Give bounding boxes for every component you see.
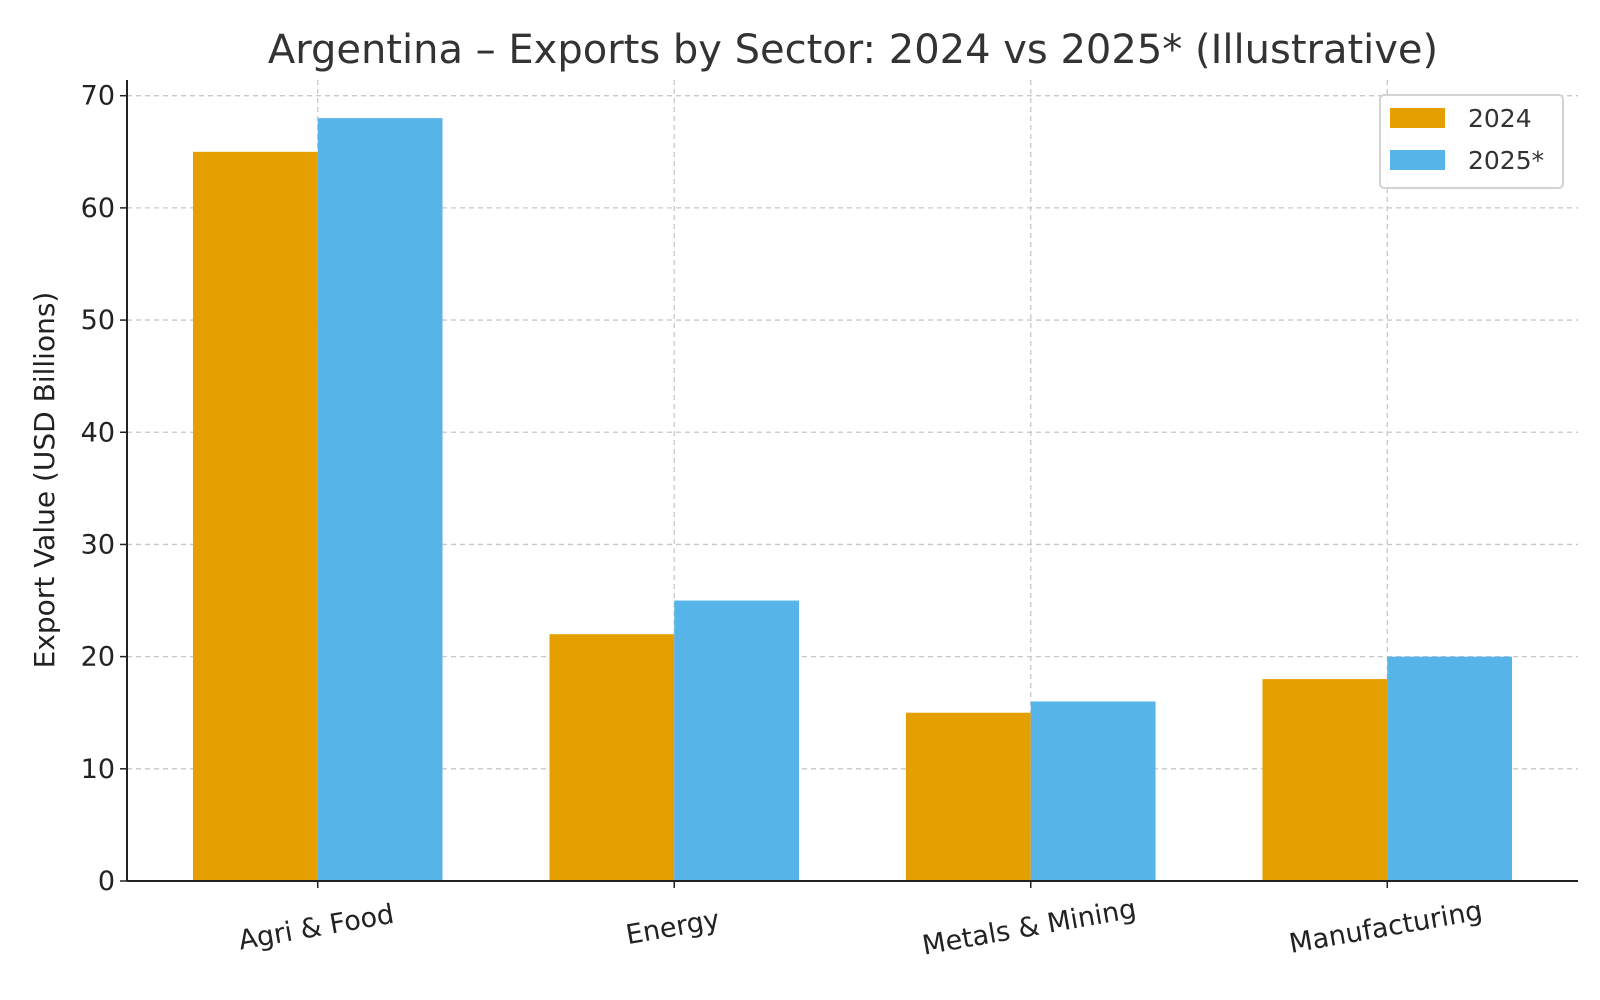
axes xyxy=(126,80,1578,882)
y-axis-label: Export Value (USD Billions) xyxy=(28,292,61,669)
y-tick-label: 30 xyxy=(81,529,115,560)
bar-2024-metals-mining xyxy=(905,712,1031,881)
bar-2025-manufacturing xyxy=(1387,656,1513,881)
y-tick-label: 40 xyxy=(81,417,115,448)
y-tick-label: 60 xyxy=(81,193,115,224)
x-tick-label: Energy xyxy=(624,904,722,951)
legend-swatch xyxy=(1390,108,1445,128)
x-ticks: Agri & Food Energy Metals & Mining Manufact… xyxy=(236,881,1485,962)
bar-2024-energy xyxy=(549,634,675,881)
x-tick-label: Metals & Mining xyxy=(920,894,1139,962)
y-tick-label: 10 xyxy=(81,754,115,785)
legend-label: 2024 xyxy=(1468,104,1532,133)
legend-label: 2025* xyxy=(1468,146,1544,175)
x-tick-label: Agri & Food xyxy=(236,899,396,957)
y-tick-label: 50 xyxy=(81,305,115,336)
y-tick-label: 20 xyxy=(81,642,115,673)
bar-2024-agri-food xyxy=(192,151,318,881)
y-tick-label: 70 xyxy=(81,81,115,112)
bar-2025-energy xyxy=(674,600,800,881)
chart-title: Argentina – Exports by Sector: 2024 vs 2… xyxy=(268,27,1438,73)
bars xyxy=(192,118,1513,881)
y-ticks: 0 10 20 30 40 50 60 70 xyxy=(81,81,127,897)
y-tick-label: 0 xyxy=(98,866,115,897)
x-tick-label: Manufacturing xyxy=(1287,895,1485,959)
bar-2024-manufacturing xyxy=(1262,679,1388,881)
legend: 2024 2025* xyxy=(1379,94,1564,189)
legend-swatch xyxy=(1390,150,1445,170)
bar-2025-agri-food xyxy=(317,118,443,881)
bar-2025-metals-mining xyxy=(1030,701,1156,881)
